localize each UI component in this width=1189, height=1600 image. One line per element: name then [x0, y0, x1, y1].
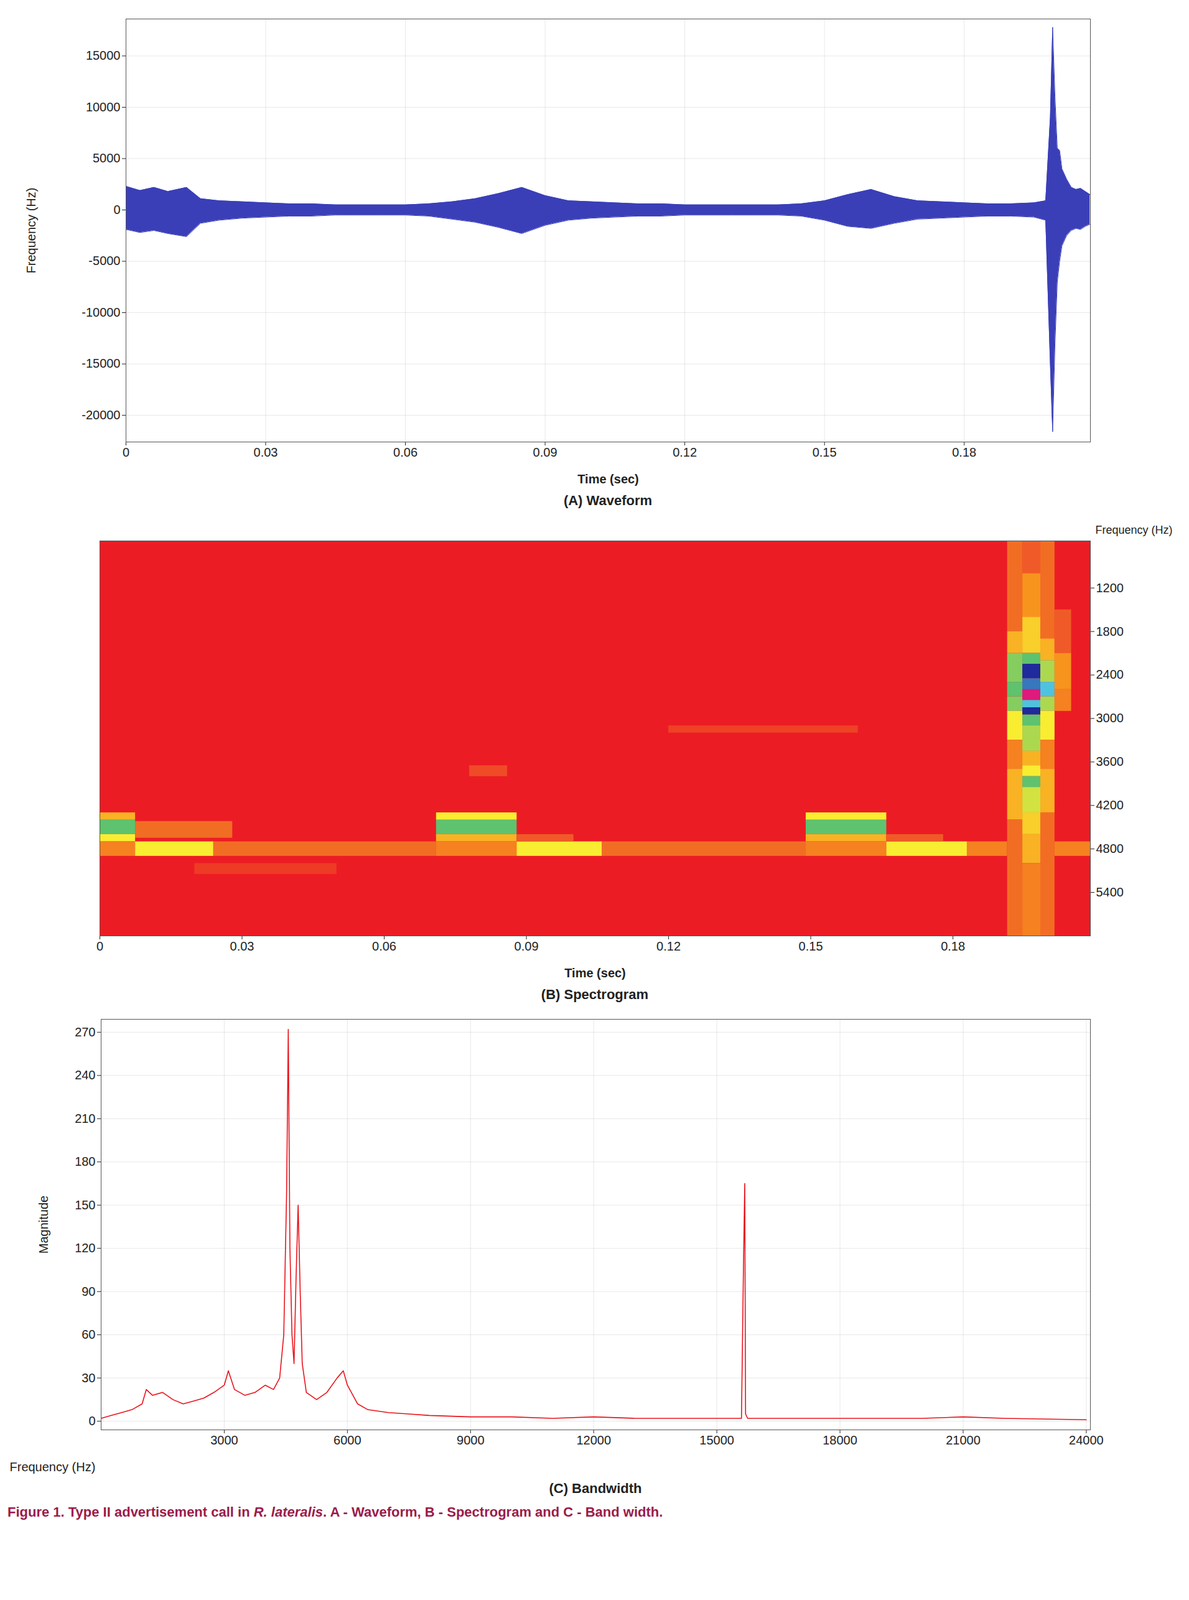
svg-text:0.12: 0.12 — [672, 445, 697, 460]
svg-text:-15000: -15000 — [81, 356, 121, 371]
svg-text:180: 180 — [74, 1154, 96, 1169]
svg-text:0.18: 0.18 — [951, 445, 977, 460]
svg-text:0: 0 — [113, 202, 121, 217]
svg-text:24000: 24000 — [1068, 1433, 1104, 1448]
svg-text:Frequency (Hz): Frequency (Hz) — [9, 1460, 96, 1474]
svg-text:210: 210 — [74, 1111, 96, 1126]
svg-text:0: 0 — [122, 445, 130, 460]
svg-text:Time (sec): Time (sec) — [577, 472, 639, 486]
svg-text:0.06: 0.06 — [372, 939, 397, 954]
svg-text:3000: 3000 — [210, 1433, 239, 1448]
svg-text:0.09: 0.09 — [514, 939, 539, 954]
html-text:(A) Waveform: (A) Waveform — [563, 492, 653, 509]
svg-text:4200: 4200 — [1096, 798, 1125, 812]
svg-text:120: 120 — [74, 1241, 96, 1255]
html-text:(C) Bandwidth: (C) Bandwidth — [549, 1480, 642, 1497]
svg-text:15000: 15000 — [699, 1433, 735, 1448]
svg-text:0.03: 0.03 — [253, 445, 279, 460]
svg-text:60: 60 — [81, 1327, 96, 1342]
svg-text:-5000: -5000 — [88, 253, 121, 268]
svg-text:3600: 3600 — [1096, 754, 1125, 769]
svg-text:0: 0 — [88, 1414, 96, 1428]
svg-text:0: 0 — [96, 939, 104, 954]
html-text:Figure 1. Type II advertisemen: Figure 1. Type II advertisement call in … — [7, 1504, 663, 1521]
svg-text:-20000: -20000 — [81, 408, 121, 422]
svg-text:4800: 4800 — [1096, 841, 1125, 856]
svg-text:0.15: 0.15 — [798, 939, 824, 954]
svg-text:3000: 3000 — [1096, 711, 1125, 725]
svg-text:-10000: -10000 — [81, 305, 121, 320]
svg-text:15000: 15000 — [85, 48, 121, 63]
svg-text:5000: 5000 — [92, 151, 121, 165]
svg-text:240: 240 — [74, 1068, 96, 1082]
svg-text:0.15: 0.15 — [812, 445, 837, 460]
svg-text:0.12: 0.12 — [656, 939, 681, 954]
svg-text:1800: 1800 — [1096, 624, 1125, 639]
svg-text:150: 150 — [74, 1198, 96, 1213]
svg-text:6000: 6000 — [333, 1433, 362, 1448]
svg-text:9000: 9000 — [456, 1433, 485, 1448]
svg-text:2400: 2400 — [1096, 667, 1125, 682]
svg-text:0.03: 0.03 — [230, 939, 255, 954]
svg-text:0.06: 0.06 — [393, 445, 418, 460]
svg-text:21000: 21000 — [945, 1433, 981, 1448]
svg-text:270: 270 — [74, 1025, 96, 1040]
svg-text:Magnitude: Magnitude — [36, 1195, 51, 1254]
svg-text:10000: 10000 — [85, 100, 121, 114]
svg-text:12000: 12000 — [576, 1433, 611, 1448]
svg-text:Frequency (Hz): Frequency (Hz) — [24, 187, 38, 274]
svg-text:Time (sec): Time (sec) — [564, 966, 626, 980]
svg-text:18000: 18000 — [822, 1433, 858, 1448]
svg-text:5400: 5400 — [1096, 885, 1125, 900]
svg-text:Frequency (Hz): Frequency (Hz) — [1095, 523, 1173, 537]
svg-text:0.09: 0.09 — [533, 445, 558, 460]
svg-text:1200: 1200 — [1096, 581, 1125, 595]
svg-text:90: 90 — [81, 1284, 96, 1299]
html-text:(B) Spectrogram: (B) Spectrogram — [541, 986, 649, 1003]
svg-text:30: 30 — [81, 1371, 96, 1385]
svg-text:0.18: 0.18 — [940, 939, 966, 954]
